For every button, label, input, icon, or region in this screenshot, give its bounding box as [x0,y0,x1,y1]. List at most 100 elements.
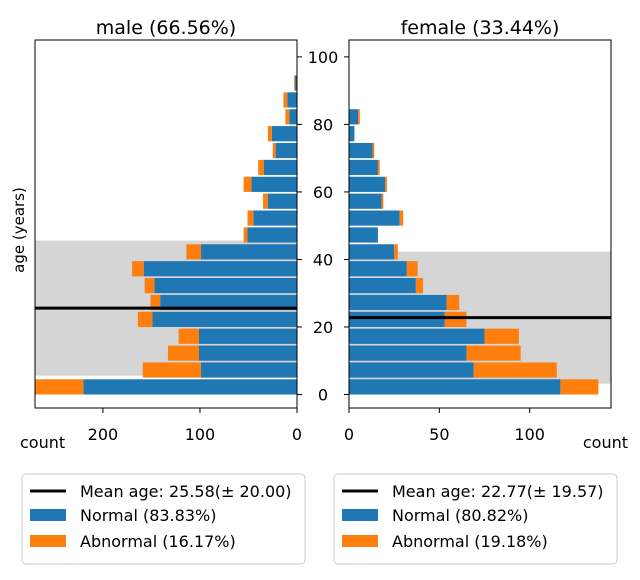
bar-abnormal [285,109,290,125]
right-legend: Mean age: 22.77(± 19.57) Normal (80.82%)… [333,473,618,565]
x-tick-label: 100 [514,425,545,444]
bar-abnormal [560,379,599,395]
bar-normal [349,210,400,226]
bar-abnormal [137,311,153,327]
right-panel: 0 50 100 female (33.44%) count [344,17,628,452]
y-tick-label: 60 [313,183,333,202]
bar-abnormal [150,294,161,311]
bar-normal [349,126,355,142]
bar-normal [349,261,407,277]
bar-normal [264,159,297,176]
right-panel-title: female (33.44%) [401,17,560,39]
x-tick-label: 200 [88,425,119,444]
legend-frame [333,473,618,565]
bar-normal [349,278,416,294]
bar-normal [289,109,297,125]
bar-abnormal [167,345,199,361]
bar-normal [267,193,297,209]
bar-abnormal [466,345,521,361]
bar-abnormal [394,244,398,260]
legend-normal-swatch [30,509,66,521]
bar-normal [198,328,297,344]
bar-normal [154,278,297,294]
legend-abnormal-label: Abnormal (16.17%) [80,532,236,551]
bar-normal [349,244,395,260]
bar-abnormal [243,176,252,192]
bar-abnormal [186,244,201,260]
bar-normal [349,109,359,125]
bar-normal [287,92,297,108]
legend-normal-label: Normal (83.83%) [80,506,216,525]
bar-abnormal [283,92,288,108]
bar-abnormal [132,261,144,277]
x-tick-label: 0 [292,425,302,444]
bar-normal [349,345,467,361]
right-x-axis-label: count [583,433,628,452]
legend-abnormal-swatch [30,535,66,547]
x-tick-label: 100 [185,425,216,444]
legend-mean-label: Mean age: 22.77(± 19.57) [392,482,604,501]
bar-normal [251,176,297,192]
bar-normal [349,294,447,311]
bar-abnormal [272,142,276,159]
bar-normal [253,210,297,226]
bar-abnormal [144,278,155,294]
bar-normal [349,142,373,159]
bar-abnormal [263,193,268,209]
bar-abnormal [446,294,460,311]
left-panel: 200 100 0 male (66.56%) count [20,17,302,452]
left-panel-title: male (66.56%) [96,17,236,39]
bar-normal [198,345,297,361]
legend-mean-label: Mean age: 25.58(± 20.00) [80,482,292,501]
bar-normal [152,311,297,327]
bar-abnormal [243,227,248,243]
y-tick-label: 0 [318,385,328,404]
bar-abnormal [267,126,272,142]
legend-normal-swatch [342,509,378,521]
bar-normal [349,159,378,176]
y-tick-label: 100 [308,48,339,67]
shared-age-axis: 0 20 40 60 80 100 [297,48,349,404]
legend-abnormal-swatch [342,535,378,547]
bar-abnormal [385,176,387,192]
bar-abnormal [415,278,424,294]
bar-abnormal [377,159,380,176]
bar-abnormal [142,362,201,378]
bar-abnormal [473,362,557,378]
bar-normal [200,244,297,260]
bar-normal [349,176,386,192]
bar-normal [271,126,297,142]
y-tick-label: 80 [313,115,333,134]
left-x-axis-label: count [20,433,65,452]
bar-normal [349,362,474,378]
bar-normal [83,379,297,395]
bar-normal [247,227,297,243]
y-axis-label: age (years) [10,187,28,273]
bar-abnormal [406,261,418,277]
legend-abnormal-label: Abnormal (19.18%) [392,532,548,551]
bar-abnormal [178,328,199,344]
bar-normal [275,142,297,159]
x-tick-label: 0 [344,425,354,444]
bar-normal [349,227,378,243]
bar-abnormal [372,142,375,159]
bar-normal [200,362,297,378]
y-tick-label: 40 [313,250,333,269]
right-plot-frame [348,39,612,409]
bar-abnormal [258,159,265,176]
bar-normal [349,193,382,209]
y-tick-label: 20 [313,318,333,337]
bar-abnormal [358,109,360,125]
legend-normal-label: Normal (80.82%) [392,506,528,525]
bar-abnormal [399,210,404,226]
left-legend: Mean age: 25.58(± 20.00) Normal (83.83%)… [21,473,306,565]
bar-normal [160,294,297,311]
left-plot-frame [34,39,298,409]
legend-frame [21,473,306,565]
bar-normal [349,379,561,395]
x-tick-label: 50 [429,425,449,444]
bar-abnormal [381,193,384,209]
bar-abnormal [294,75,296,91]
bar-abnormal [444,311,467,327]
